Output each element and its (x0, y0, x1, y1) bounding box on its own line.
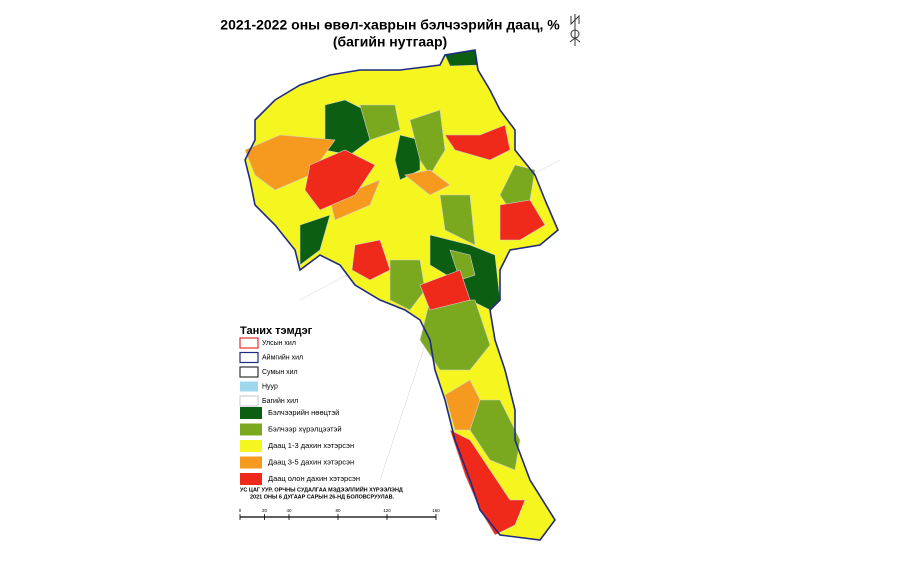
region (449, 429, 526, 536)
region (351, 239, 391, 281)
region (329, 179, 381, 221)
region (419, 269, 471, 311)
map-subtitle: (багийн нутгаар) (333, 34, 447, 50)
legend-label: Улсын хил (262, 340, 296, 347)
legend-label: Даац 3-5 дахин хэтэрсэн (268, 457, 354, 466)
legend-label: Сумын хил (262, 369, 298, 376)
legend-swatch (240, 473, 262, 485)
region (444, 124, 511, 161)
region (419, 299, 491, 371)
legend-label: Аймгийн хил (262, 353, 303, 361)
region (304, 149, 376, 211)
region (404, 169, 451, 196)
north-arrow (569, 14, 581, 46)
legend-swatch (239, 351, 259, 364)
region (439, 194, 476, 246)
region (299, 214, 331, 266)
legend-swatch (240, 381, 258, 392)
note: УС ЦАГ УУР, ОРЧНЫ СУДАЛГАА МЭДЭЭЛЛИЙН ХҮ… (240, 485, 403, 493)
scale-label: 40 (286, 508, 292, 513)
legend-label: Даац олон дахин хэтэрсэн (268, 474, 360, 483)
region (409, 109, 446, 176)
map-title: 2021-2022 оны өвөл-хаврын бэлчээрийн даа… (220, 17, 560, 33)
scale-label: 0 (239, 508, 242, 513)
legend-swatch (239, 395, 259, 407)
legend-label: Багийн хил (262, 397, 298, 405)
scale-label: 20 (262, 508, 268, 513)
legend-label: Даац 1-3 дахин хэтэрсэн (268, 441, 354, 450)
province-outline (244, 49, 559, 541)
legend-title: Таних тэмдэг (240, 325, 313, 337)
region (444, 379, 481, 431)
scale-label: 120 (383, 508, 391, 513)
legend-label: Бэлчээрийн нөөцтэй (268, 408, 339, 417)
legend-swatch (240, 456, 262, 469)
legend-label: Бэлчээр хүрэлцээтэй (268, 424, 342, 433)
legend-swatch (239, 366, 259, 378)
legend-swatch (240, 440, 262, 452)
legend-swatch (239, 337, 259, 349)
region (449, 249, 476, 281)
scale-label: 160 (432, 508, 440, 513)
region (389, 259, 426, 311)
scale-label: 80 (335, 508, 341, 513)
province-map (244, 49, 559, 541)
legend-swatch (240, 407, 262, 419)
note: 2021 ОНЫ 6 ДУГААР САРЫН 26-НД БОЛОВСРУУЛ… (250, 494, 395, 500)
region (499, 199, 546, 241)
legend-label: Нуур (262, 383, 278, 390)
region (359, 104, 401, 141)
legend-swatch (240, 423, 262, 436)
